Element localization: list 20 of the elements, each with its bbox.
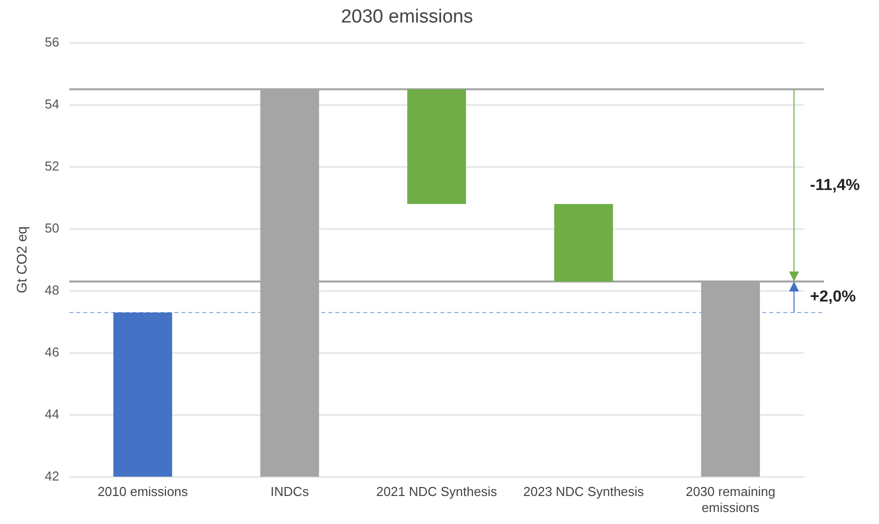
x-tick-label: 2021 NDC Synthesis [376, 484, 498, 500]
bar [554, 204, 613, 282]
y-tick-label: 44 [44, 406, 60, 422]
y-axis-title: Gt CO2 eq [13, 226, 30, 294]
text: -11,4% [810, 176, 860, 194]
y-tick-label: 48 [44, 282, 60, 298]
y-tick-label: 46 [44, 344, 60, 360]
x-tick-label: 2030 remaining emissions [686, 484, 776, 515]
x-tick-label: 2023 NDC Synthesis [523, 484, 644, 500]
bar [407, 89, 466, 204]
x-tick-label: INDCs [270, 484, 310, 500]
text: +2,0% [810, 288, 856, 306]
bar [113, 312, 172, 477]
chart-title: 2030 emissions [340, 6, 474, 28]
y-tick-label: 42 [44, 468, 60, 484]
y-tick-label: 50 [44, 220, 60, 236]
y-tick-label: 52 [44, 158, 60, 174]
y-tick-label: 54 [44, 96, 60, 112]
y-tick-label: 56 [44, 34, 60, 50]
x-tick-label: 2010 emissions [98, 484, 188, 500]
